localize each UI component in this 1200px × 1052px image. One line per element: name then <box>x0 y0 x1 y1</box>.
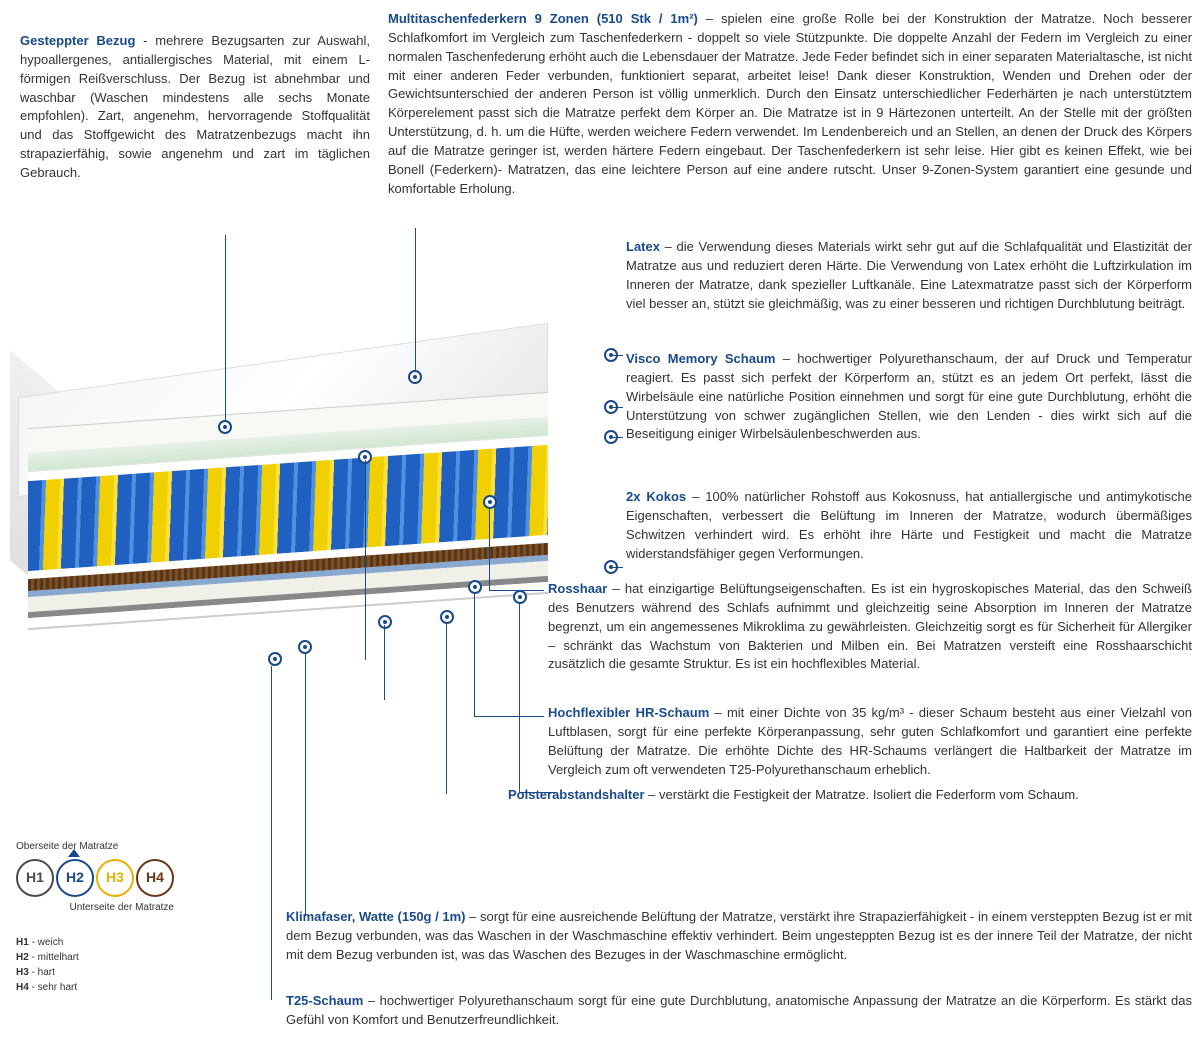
hardness-legend: Oberseite der Matratze H1H2H3H4 Untersei… <box>16 840 174 995</box>
leader-line <box>613 407 623 408</box>
leader-line <box>384 625 385 700</box>
body-kokos: 100% natürlicher Rohstoff aus Kokosnuss,… <box>626 489 1192 561</box>
hardness-circle-h2: H2 <box>56 859 94 897</box>
leader-line <box>474 716 544 717</box>
section-visco: Visco Memory Schaum – hochwertiger Polyu… <box>626 350 1192 444</box>
section-bezug: Gesteppter Bezug - mehrere Bezugsarten z… <box>20 32 370 183</box>
hardness-list-item: H1 - weich <box>16 935 174 950</box>
title-visco: Visco Memory Schaum <box>626 351 775 366</box>
infographic-container: Gesteppter Bezug - mehrere Bezugsarten z… <box>8 10 1192 1042</box>
hardness-list-item: H4 - sehr hart <box>16 980 174 995</box>
leader-line <box>446 624 447 794</box>
title-latex: Latex <box>626 239 660 254</box>
callout-marker-icon <box>218 420 232 434</box>
leader-line <box>519 792 557 793</box>
hardness-circle-h1: H1 <box>16 859 54 897</box>
leader-line <box>305 654 306 916</box>
leader-line <box>225 235 226 421</box>
leader-line <box>489 590 544 591</box>
body-bezug: mehrere Bezugsarten zur Auswahl, hypoall… <box>20 33 370 180</box>
body-latex: die Verwendung dieses Materials wirkt se… <box>626 239 1192 311</box>
section-polster: Polsterabstandshalter – verstärkt die Fe… <box>508 786 1192 805</box>
section-latex: Latex – die Verwendung dieses Materials … <box>626 238 1192 313</box>
leader-line <box>489 509 490 590</box>
hardness-circles: H1H2H3H4 <box>16 859 174 897</box>
section-t25: T25-Schaum – hochwertiger Polyurethansch… <box>286 992 1192 1030</box>
hardness-list-item: H2 - mittelhart <box>16 950 174 965</box>
leader-line <box>365 460 366 660</box>
title-t25: T25-Schaum <box>286 993 363 1008</box>
body-polster: verstärkt die Festigkeit der Matratze. I… <box>659 787 1079 802</box>
leader-line <box>271 666 272 1000</box>
hardness-bottom-label: Unterseite der Matratze <box>16 901 174 916</box>
body-federkern: spielen eine große Rolle bei der Konstru… <box>388 11 1192 196</box>
callout-marker-icon <box>513 590 527 604</box>
body-t25: hochwertiger Polyurethanschaum sorgt für… <box>286 993 1192 1027</box>
callout-marker-icon <box>378 615 392 629</box>
hardness-list-item: H3 - hart <box>16 965 174 980</box>
mattress-illustration <box>18 360 558 650</box>
callout-marker-icon <box>298 640 312 654</box>
title-federkern: Multitaschenfederkern 9 Zonen (510 Stk /… <box>388 11 698 26</box>
title-hrschaum: Hochflexibler HR-Schaum <box>548 705 709 720</box>
callout-marker-icon <box>440 610 454 624</box>
section-klimafaser: Klimafaser, Watte (150g / 1m) – sorgt fü… <box>286 908 1192 965</box>
hardness-list: H1 - weichH2 - mittelhartH3 - hartH4 - s… <box>16 935 174 995</box>
title-klimafaser: Klimafaser, Watte (150g / 1m) <box>286 909 465 924</box>
leader-line <box>519 604 520 792</box>
title-kokos: 2x Kokos <box>626 489 686 504</box>
leader-line <box>474 594 475 716</box>
title-polster: Polsterabstandshalter <box>508 787 645 802</box>
hardness-circle-h3: H3 <box>96 859 134 897</box>
section-rosshaar: Rosshaar – hat einzigartige Belüftungsei… <box>548 580 1192 674</box>
leader-line <box>613 355 623 356</box>
triangle-up-icon <box>68 849 80 857</box>
body-rosshaar: hat einzigartige Belüftungseigenschaften… <box>548 581 1192 671</box>
leader-line <box>415 228 416 372</box>
leader-line <box>613 437 623 438</box>
section-hrschaum: Hochflexibler HR-Schaum – mit einer Dich… <box>548 704 1192 779</box>
hardness-top-label: Oberseite der Matratze <box>16 840 174 855</box>
title-bezug: Gesteppter Bezug <box>20 33 135 48</box>
callout-marker-icon <box>268 652 282 666</box>
callout-marker-icon <box>408 370 422 384</box>
section-federkern: Multitaschenfederkern 9 Zonen (510 Stk /… <box>388 10 1192 198</box>
hardness-circle-h4: H4 <box>136 859 174 897</box>
callout-marker-icon <box>483 495 497 509</box>
callout-marker-icon <box>468 580 482 594</box>
leader-line <box>613 567 623 568</box>
section-kokos: 2x Kokos – 100% natürlicher Rohstoff aus… <box>626 488 1192 563</box>
mattress-layers <box>28 410 548 640</box>
